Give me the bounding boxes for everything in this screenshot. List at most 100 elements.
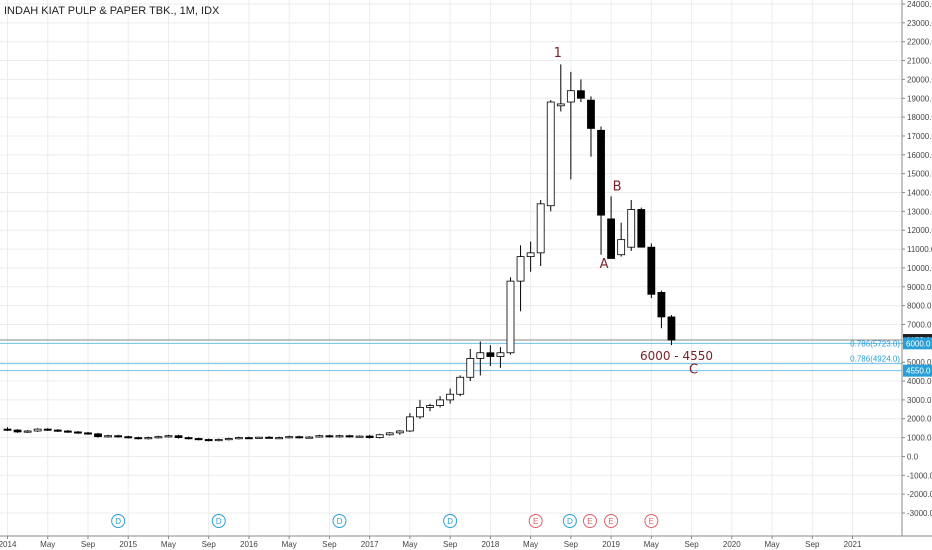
event-circle — [644, 514, 659, 528]
price-axis[interactable]: -3000.0 -2000.0 -1000.0 0.0 1000.0 2000.0 3000… — [902, 0, 932, 518]
candle — [667, 315, 676, 346]
wave-label: C — [689, 362, 698, 377]
candle — [587, 96, 595, 157]
time-axis[interactable]: 2014 May Sep 2015 May Sep 2016 May Sep 2017 May Sep… — [0, 536, 862, 549]
event-circle — [604, 514, 619, 528]
y-tick-label: 4000.0 — [907, 377, 932, 386]
candle-body — [405, 416, 414, 432]
y-tick-label: 24000.0 — [907, 0, 932, 9]
candle — [265, 436, 273, 439]
event-letter: E — [608, 517, 613, 526]
candle — [104, 434, 112, 438]
candle-body — [184, 437, 193, 440]
candle-body — [63, 430, 72, 433]
target-zone-label: 6000 - 4550 — [640, 349, 713, 363]
candle — [627, 200, 636, 251]
candle-body — [265, 436, 273, 439]
earnings-marker[interactable]: E — [528, 514, 543, 528]
candle — [436, 396, 444, 408]
y-tick-label: 0.0 — [907, 452, 919, 461]
candle — [224, 437, 233, 441]
candle-body — [104, 435, 112, 438]
dividend-marker[interactable]: D — [332, 514, 347, 528]
event-circle — [582, 514, 597, 528]
candle-body — [426, 405, 434, 408]
x-tick-label: 2021 — [844, 540, 862, 549]
candle — [214, 438, 223, 442]
x-tick-label: May — [161, 540, 176, 549]
candle — [84, 431, 92, 435]
candle — [174, 434, 183, 439]
y-tick-label: 17000.0 — [907, 132, 932, 141]
candle — [536, 200, 545, 267]
candle — [184, 436, 193, 440]
candle-body — [385, 432, 394, 436]
candle-body — [566, 90, 575, 103]
price-tag-bg — [903, 337, 932, 350]
candle-body — [84, 432, 92, 435]
candle-body — [436, 399, 444, 406]
candle — [375, 433, 384, 439]
event-circle — [562, 514, 577, 528]
candle — [516, 245, 525, 312]
candle-body — [154, 436, 163, 439]
candle-body — [365, 435, 374, 438]
candle-body — [456, 376, 465, 395]
y-tick-label: -3000.0 — [907, 509, 932, 518]
x-tick-label: Sep — [322, 540, 337, 549]
candle-body — [144, 437, 153, 440]
candle-body — [486, 352, 495, 357]
candle-body — [335, 435, 344, 438]
fib-level-label: 0.786(5723.0) — [850, 340, 900, 349]
candle — [647, 243, 656, 299]
candle-body — [224, 438, 233, 441]
candle — [255, 436, 263, 439]
wave-label: A — [600, 257, 609, 272]
x-tick-label: 2020 — [723, 540, 741, 549]
candle — [566, 71, 575, 180]
y-tick-label: 12000.0 — [907, 226, 932, 235]
candle-body — [546, 101, 555, 207]
candle — [617, 222, 626, 257]
dividend-marker[interactable]: D — [443, 514, 458, 528]
candle — [245, 436, 253, 440]
candle — [607, 196, 615, 259]
dividend-marker[interactable]: D — [111, 514, 126, 528]
x-tick-label: 2019 — [602, 540, 620, 549]
candle — [476, 341, 485, 376]
candle-body — [13, 429, 22, 433]
candle — [526, 241, 535, 272]
dividend-marker[interactable]: D — [562, 514, 577, 528]
dividend-marker[interactable]: D — [211, 514, 226, 528]
price-tag-bg — [903, 364, 932, 377]
candle — [33, 428, 42, 432]
candle-body — [315, 435, 324, 438]
candle — [456, 375, 465, 397]
event-circle — [332, 514, 347, 528]
candle — [657, 290, 666, 329]
x-tick-label: 2014 — [0, 540, 17, 549]
earnings-marker[interactable]: E — [582, 514, 597, 528]
candle-body — [174, 435, 183, 438]
candle-body — [556, 103, 565, 107]
candle-body — [375, 434, 384, 438]
y-tick-label: 14000.0 — [907, 189, 932, 198]
candle — [446, 388, 455, 404]
event-letter: D — [115, 517, 121, 526]
event-letter: D — [447, 517, 453, 526]
x-tick-label: 2018 — [481, 540, 499, 549]
candle — [426, 403, 434, 412]
candle-body — [607, 218, 615, 259]
earnings-marker[interactable]: E — [604, 514, 619, 528]
candle — [496, 347, 505, 368]
candle-body — [124, 436, 133, 439]
candle-body — [526, 252, 535, 258]
candle — [546, 100, 555, 212]
candle-body — [74, 431, 82, 434]
earnings-marker[interactable]: E — [644, 514, 659, 528]
candle — [63, 430, 72, 433]
candle-body — [295, 436, 304, 439]
candle — [405, 413, 414, 432]
